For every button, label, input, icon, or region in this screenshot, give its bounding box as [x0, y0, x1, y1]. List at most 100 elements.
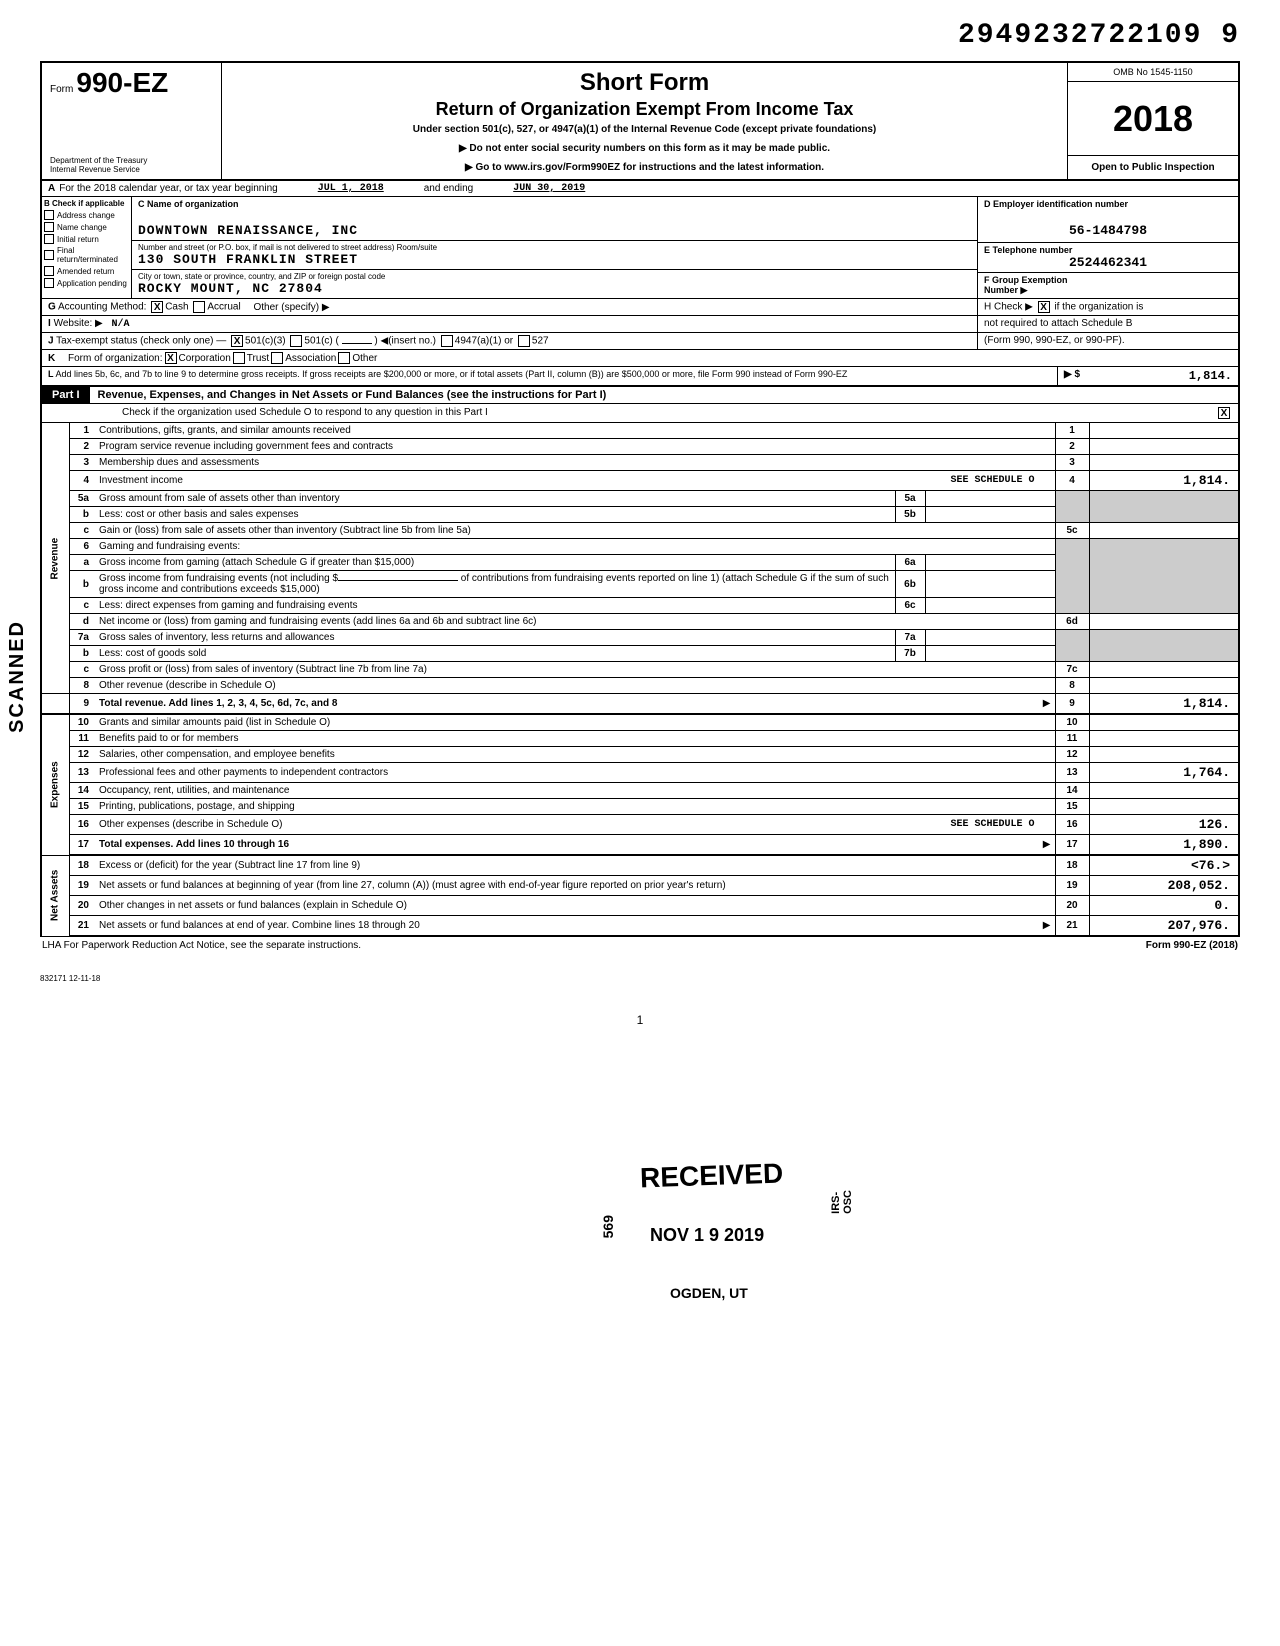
- row-a-text: For the 2018 calendar year, or tax year …: [59, 183, 277, 194]
- omb-number: OMB No 1545-1150: [1068, 63, 1238, 82]
- line-16: 16 Other expenses (describe in Schedule …: [41, 815, 1239, 835]
- received-stamp: RECEIVED: [639, 1158, 783, 1195]
- title-sub: Return of Organization Exempt From Incom…: [232, 99, 1057, 120]
- line-16-note: SEE SCHEDULE O: [895, 815, 1055, 835]
- line-10: Expenses 10 Grants and similar amounts p…: [41, 714, 1239, 731]
- page-number: 1: [40, 1013, 1240, 1027]
- line-7c: c Gross profit or (loss) from sales of i…: [41, 662, 1239, 678]
- chk-other-org[interactable]: [338, 352, 350, 364]
- line-19: 19 Net assets or fund balances at beginn…: [41, 876, 1239, 896]
- lines-table: Revenue 1 Contributions, gifts, grants, …: [40, 423, 1240, 937]
- row-a-end: JUN 30, 2019: [513, 183, 585, 194]
- irs-osc-stamp: IRS-OSC: [830, 1190, 854, 1214]
- label-phone: E Telephone number: [984, 245, 1232, 255]
- form-header: Form 990-EZ Department of the Treasury I…: [40, 61, 1240, 181]
- col-b: B Check if applicable Address change Nam…: [42, 197, 132, 298]
- line-20: 20 Other changes in net assets or fund b…: [41, 896, 1239, 916]
- chk-accrual[interactable]: [193, 301, 205, 313]
- row-j-wrap: J Tax-exempt status (check only one) — X…: [40, 333, 1240, 350]
- scanned-label: SCANNED: [6, 620, 29, 733]
- line-9: 9 Total revenue. Add lines 1, 2, 3, 4, 5…: [41, 694, 1239, 715]
- col-def: D Employer identification number 56-1484…: [978, 197, 1238, 298]
- side-revenue: Revenue: [41, 423, 69, 694]
- chk-trust[interactable]: [233, 352, 245, 364]
- website: N/A: [112, 319, 130, 330]
- chk-schedule-o[interactable]: X: [1218, 407, 1230, 419]
- row-a: A For the 2018 calendar year, or tax yea…: [40, 181, 1240, 197]
- chk-501c3[interactable]: X: [231, 335, 243, 347]
- chk-application-pending[interactable]: Application pending: [44, 278, 129, 288]
- line-11: 11 Benefits paid to or for members 11: [41, 731, 1239, 747]
- line-4-note: SEE SCHEDULE O: [895, 471, 1055, 491]
- chk-527[interactable]: [518, 335, 530, 347]
- col-c: C Name of organization DOWNTOWN RENAISSA…: [132, 197, 978, 298]
- line-18: Net Assets 18 Excess or (deficit) for th…: [41, 855, 1239, 876]
- form-number: 990-EZ: [76, 67, 168, 98]
- footer-left: LHA For Paperwork Reduction Act Notice, …: [42, 940, 361, 951]
- chk-initial-return[interactable]: Initial return: [44, 234, 129, 244]
- row-i-wrap: I Website: ▶ N/A not required to attach …: [40, 316, 1240, 333]
- label-org-name: C Name of organization: [138, 199, 971, 209]
- row-h: H Check ▶ X if the organization is: [978, 299, 1238, 315]
- form-id-block: Form 990-EZ Department of the Treasury I…: [42, 63, 222, 179]
- block-bcdef: B Check if applicable Address change Nam…: [40, 197, 1240, 299]
- stamp-569: 569: [600, 1215, 616, 1238]
- row-i: I Website: ▶ N/A: [42, 316, 978, 332]
- line-13: 13 Professional fees and other payments …: [41, 763, 1239, 783]
- chk-4947[interactable]: [441, 335, 453, 347]
- chk-h[interactable]: X: [1038, 301, 1050, 313]
- line-12: 12 Salaries, other compensation, and emp…: [41, 747, 1239, 763]
- chk-address-change[interactable]: Address change: [44, 210, 129, 220]
- label-address: Number and street (or P.O. box, if mail …: [138, 243, 971, 252]
- org-city: ROCKY MOUNT, NC 27804: [138, 281, 971, 296]
- gross-receipts: 1,814.: [1058, 367, 1238, 385]
- chk-amended-return[interactable]: Amended return: [44, 266, 129, 276]
- ein: 56-1484798: [984, 223, 1232, 238]
- line-3: 3 Membership dues and assessments 3: [41, 455, 1239, 471]
- side-netassets: Net Assets: [41, 855, 69, 936]
- chk-name-change[interactable]: Name change: [44, 222, 129, 232]
- form-prefix: Form: [50, 84, 73, 95]
- chk-association[interactable]: [271, 352, 283, 364]
- chk-final-return[interactable]: Final return/terminated: [44, 246, 129, 264]
- title-main: Short Form: [232, 69, 1057, 97]
- row-j: J Tax-exempt status (check only one) — X…: [42, 333, 978, 349]
- row-l-text: Add lines 5b, 6c, and 7b to line 9 to de…: [56, 369, 848, 379]
- footer-right: Form 990-EZ (2018): [1146, 940, 1238, 951]
- label-city: City or town, state or province, country…: [138, 272, 971, 281]
- side-expenses: Expenses: [41, 714, 69, 855]
- chk-501c[interactable]: [290, 335, 302, 347]
- label-ein: D Employer identification number: [984, 199, 1232, 209]
- header-right: OMB No 1545-1150 2018 Open to Public Ins…: [1068, 63, 1238, 179]
- label-group-exemption: F Group Exemption: [984, 275, 1232, 285]
- row-h-2: not required to attach Schedule B: [978, 316, 1238, 332]
- phone: 2524462341: [984, 255, 1232, 270]
- title-note-2: ▶ Go to www.irs.gov/Form990EZ for instru…: [232, 162, 1057, 173]
- ogden-stamp: OGDEN, UT: [670, 1285, 748, 1301]
- line-7a: 7a Gross sales of inventory, less return…: [41, 630, 1239, 646]
- col-b-header: B Check if applicable: [44, 199, 129, 208]
- row-g-h: G Accounting Method: XCash Accrual Other…: [40, 299, 1240, 316]
- org-name: DOWNTOWN RENAISSANCE, INC: [138, 223, 971, 238]
- part-1-title: Revenue, Expenses, and Changes in Net As…: [90, 387, 1238, 403]
- row-k: K Form of organization: XCorporation Tru…: [40, 350, 1240, 367]
- line-14: 14 Occupancy, rent, utilities, and maint…: [41, 783, 1239, 799]
- chk-cash[interactable]: X: [151, 301, 163, 313]
- check-schedule-o-row: Check if the organization used Schedule …: [40, 404, 1240, 423]
- line-8: 8 Other revenue (describe in Schedule O)…: [41, 678, 1239, 694]
- footer: LHA For Paperwork Reduction Act Notice, …: [40, 937, 1240, 954]
- chk-corporation[interactable]: X: [165, 352, 177, 364]
- part-1-header: Part I Revenue, Expenses, and Changes in…: [40, 387, 1240, 404]
- line-15: 15 Printing, publications, postage, and …: [41, 799, 1239, 815]
- line-2: 2 Program service revenue including gove…: [41, 439, 1239, 455]
- tax-year: 2018: [1068, 82, 1238, 156]
- title-note-1: ▶ Do not enter social security numbers o…: [232, 143, 1057, 154]
- part-1-label: Part I: [42, 387, 90, 403]
- open-public: Open to Public Inspection: [1068, 156, 1238, 179]
- line-1: Revenue 1 Contributions, gifts, grants, …: [41, 423, 1239, 439]
- document-number: 2949232722109 9: [40, 20, 1240, 51]
- footer-small: 832171 12-11-18: [40, 974, 1240, 983]
- dept-line-2: Internal Revenue Service: [50, 166, 213, 175]
- title-small: Under section 501(c), 527, or 4947(a)(1)…: [232, 124, 1057, 135]
- dept-block: Department of the Treasury Internal Reve…: [50, 157, 213, 175]
